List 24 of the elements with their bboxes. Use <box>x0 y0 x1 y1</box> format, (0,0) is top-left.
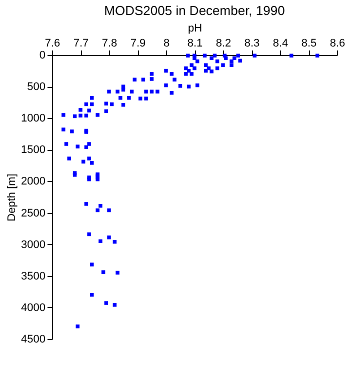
x-tick-label: 8.2 <box>216 38 232 50</box>
y-tick-label: 4000 <box>21 302 46 314</box>
y-tick-label: 3500 <box>21 270 46 282</box>
y-tick-label: 1500 <box>21 144 46 156</box>
y-tick-label: 2000 <box>21 176 46 188</box>
x-tick-label: 7.9 <box>130 38 146 50</box>
y-axis-title: Depth [m] <box>6 174 18 222</box>
x-tick-label: 8.3 <box>244 38 260 50</box>
y-tick-label: 500 <box>27 81 46 94</box>
x-tick-label: 8.5 <box>301 38 317 50</box>
x-tick-label: 7.6 <box>44 38 60 50</box>
x-tick-label: 8 <box>163 38 170 50</box>
x-tick-label: 7.7 <box>73 38 89 50</box>
x-tick-label: 8.4 <box>272 38 288 50</box>
y-tick-label: 1000 <box>21 112 46 125</box>
y-tick-label: 2500 <box>21 207 46 220</box>
y-tick-label: 3000 <box>21 238 46 251</box>
x-tick-label: 8.1 <box>187 38 203 50</box>
chart-title: MODS2005 in December, 1990 <box>104 3 285 18</box>
x-tick-label: 7.8 <box>102 38 118 50</box>
y-tick-label: 0 <box>39 50 46 62</box>
x-axis-title: pH <box>188 22 202 34</box>
x-tick-label: 8.6 <box>330 38 346 50</box>
y-tick-label: 4500 <box>21 334 46 346</box>
